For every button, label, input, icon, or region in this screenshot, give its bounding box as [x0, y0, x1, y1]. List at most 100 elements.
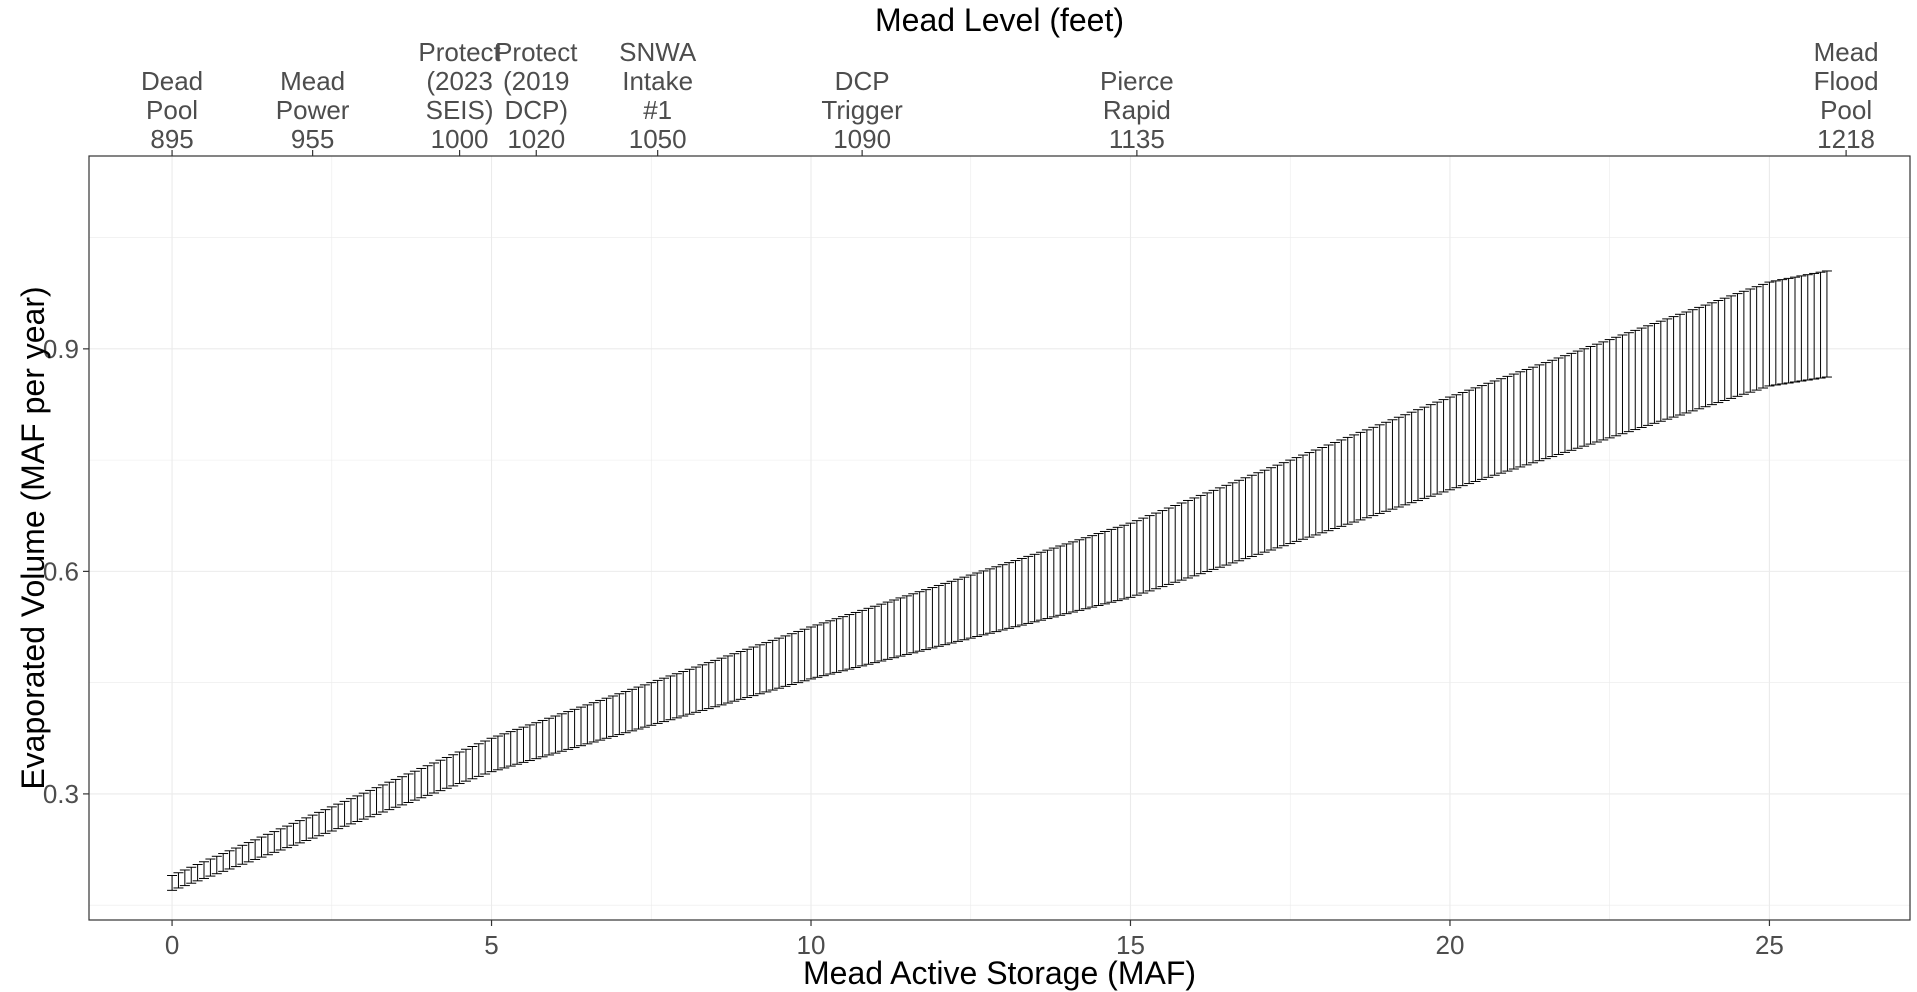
errorbar	[806, 626, 817, 680]
errorbar	[179, 869, 190, 887]
errorbar	[869, 605, 880, 664]
errorbar	[518, 726, 529, 763]
errorbar	[1579, 348, 1590, 447]
errorbar	[1317, 447, 1328, 534]
errorbar	[1387, 419, 1398, 510]
errorbar	[1457, 391, 1468, 487]
errorbar	[857, 609, 868, 667]
errorbar	[876, 603, 887, 662]
errorbar	[639, 684, 650, 728]
errorbar	[1266, 467, 1277, 551]
errorbar	[729, 653, 740, 702]
errorbar	[678, 671, 689, 717]
x-tick-label: 25	[1755, 930, 1784, 960]
errorbar	[1636, 327, 1647, 428]
errorbar	[1087, 535, 1098, 608]
errorbar	[390, 778, 401, 808]
errorbar	[1515, 371, 1526, 468]
errorbar	[607, 695, 618, 737]
errorbar	[409, 770, 420, 801]
errorbar	[1067, 541, 1078, 613]
level-marker-label: SNWA Intake #1 1050	[619, 37, 697, 154]
y-tick-label: 0.9	[43, 334, 79, 364]
errorbar	[1470, 387, 1481, 482]
errorbar	[250, 839, 261, 860]
errorbar	[1451, 394, 1462, 489]
errorbar	[1272, 464, 1283, 549]
errorbar	[486, 737, 497, 773]
level-marker-label: Protect (2023 SEIS) 1000	[418, 37, 501, 154]
x-axis-title: Mead Active Storage (MAF)	[803, 955, 1196, 991]
errorbar	[774, 637, 785, 689]
grid-lines	[89, 156, 1910, 920]
errorbar	[301, 817, 312, 841]
errorbar	[1406, 411, 1417, 504]
errorbar	[1163, 507, 1174, 585]
errorbar	[665, 675, 676, 721]
errorbar	[205, 858, 216, 877]
level-marker-label: Mead Flood Pool 1218	[1814, 37, 1879, 154]
errorbar	[262, 833, 273, 856]
errorbar	[1023, 555, 1034, 624]
errorbar	[537, 719, 548, 758]
errorbar	[1764, 281, 1775, 387]
errorbar	[307, 814, 318, 839]
errorbar	[1016, 557, 1027, 626]
errorbar	[1662, 318, 1673, 420]
errorbar	[1304, 452, 1315, 538]
errorbar	[167, 874, 178, 891]
y-axis-ticks: 0.3 0.6 0.9	[43, 334, 89, 809]
errorbar	[454, 751, 465, 785]
errorbar	[1029, 553, 1040, 623]
errorbar	[288, 822, 299, 846]
errorbar	[1706, 302, 1717, 406]
errorbar	[1278, 462, 1289, 547]
errorbar	[345, 798, 356, 825]
errorbar	[1815, 271, 1826, 379]
errorbar	[1630, 329, 1641, 431]
errorbar	[237, 844, 248, 865]
level-marker-label: Dead Pool 895	[141, 66, 203, 154]
errorbar	[1004, 562, 1015, 629]
errorbar	[1598, 341, 1609, 441]
errorbar	[1489, 380, 1500, 476]
y-tick-label: 0.6	[43, 556, 79, 586]
errorbar	[1323, 444, 1334, 532]
errorbar	[659, 677, 670, 723]
level-marker-label: Mead Power 955	[276, 66, 350, 154]
errorbar	[601, 697, 612, 739]
errorbar	[1770, 280, 1781, 386]
x-tick-label: 5	[484, 930, 498, 960]
errorbar	[358, 792, 369, 820]
errorbar	[294, 820, 305, 844]
errorbar	[1726, 295, 1737, 399]
errorbar	[984, 568, 995, 634]
errorbar	[1694, 306, 1705, 410]
top-axis-title: Mead Level (feet)	[875, 2, 1124, 38]
errorbar	[1119, 524, 1130, 600]
errorbar	[365, 789, 376, 818]
errorbar	[582, 704, 593, 745]
errorbar	[512, 728, 523, 765]
x-tick-label: 0	[165, 930, 179, 960]
errorbar	[850, 611, 861, 669]
errorbar	[1623, 332, 1634, 433]
errorbar	[1496, 378, 1507, 474]
errorbar	[1432, 401, 1443, 495]
errorbar	[1809, 272, 1820, 380]
errorbar	[1170, 505, 1181, 583]
errorbar	[620, 691, 631, 734]
errorbar	[895, 597, 906, 657]
errorbar	[710, 659, 721, 708]
errorbar	[1508, 373, 1519, 470]
errorbar	[1444, 396, 1455, 491]
errorbar	[1080, 537, 1091, 610]
errorbar	[1796, 275, 1807, 382]
errorbar	[1157, 510, 1168, 588]
errorbar	[1214, 487, 1225, 568]
errorbar	[1310, 449, 1321, 536]
errorbar	[1464, 389, 1475, 485]
errorbar	[269, 831, 280, 853]
y-axis-title: Evaporated Volume (MAF per year)	[15, 286, 51, 789]
errorbar	[1566, 352, 1577, 451]
